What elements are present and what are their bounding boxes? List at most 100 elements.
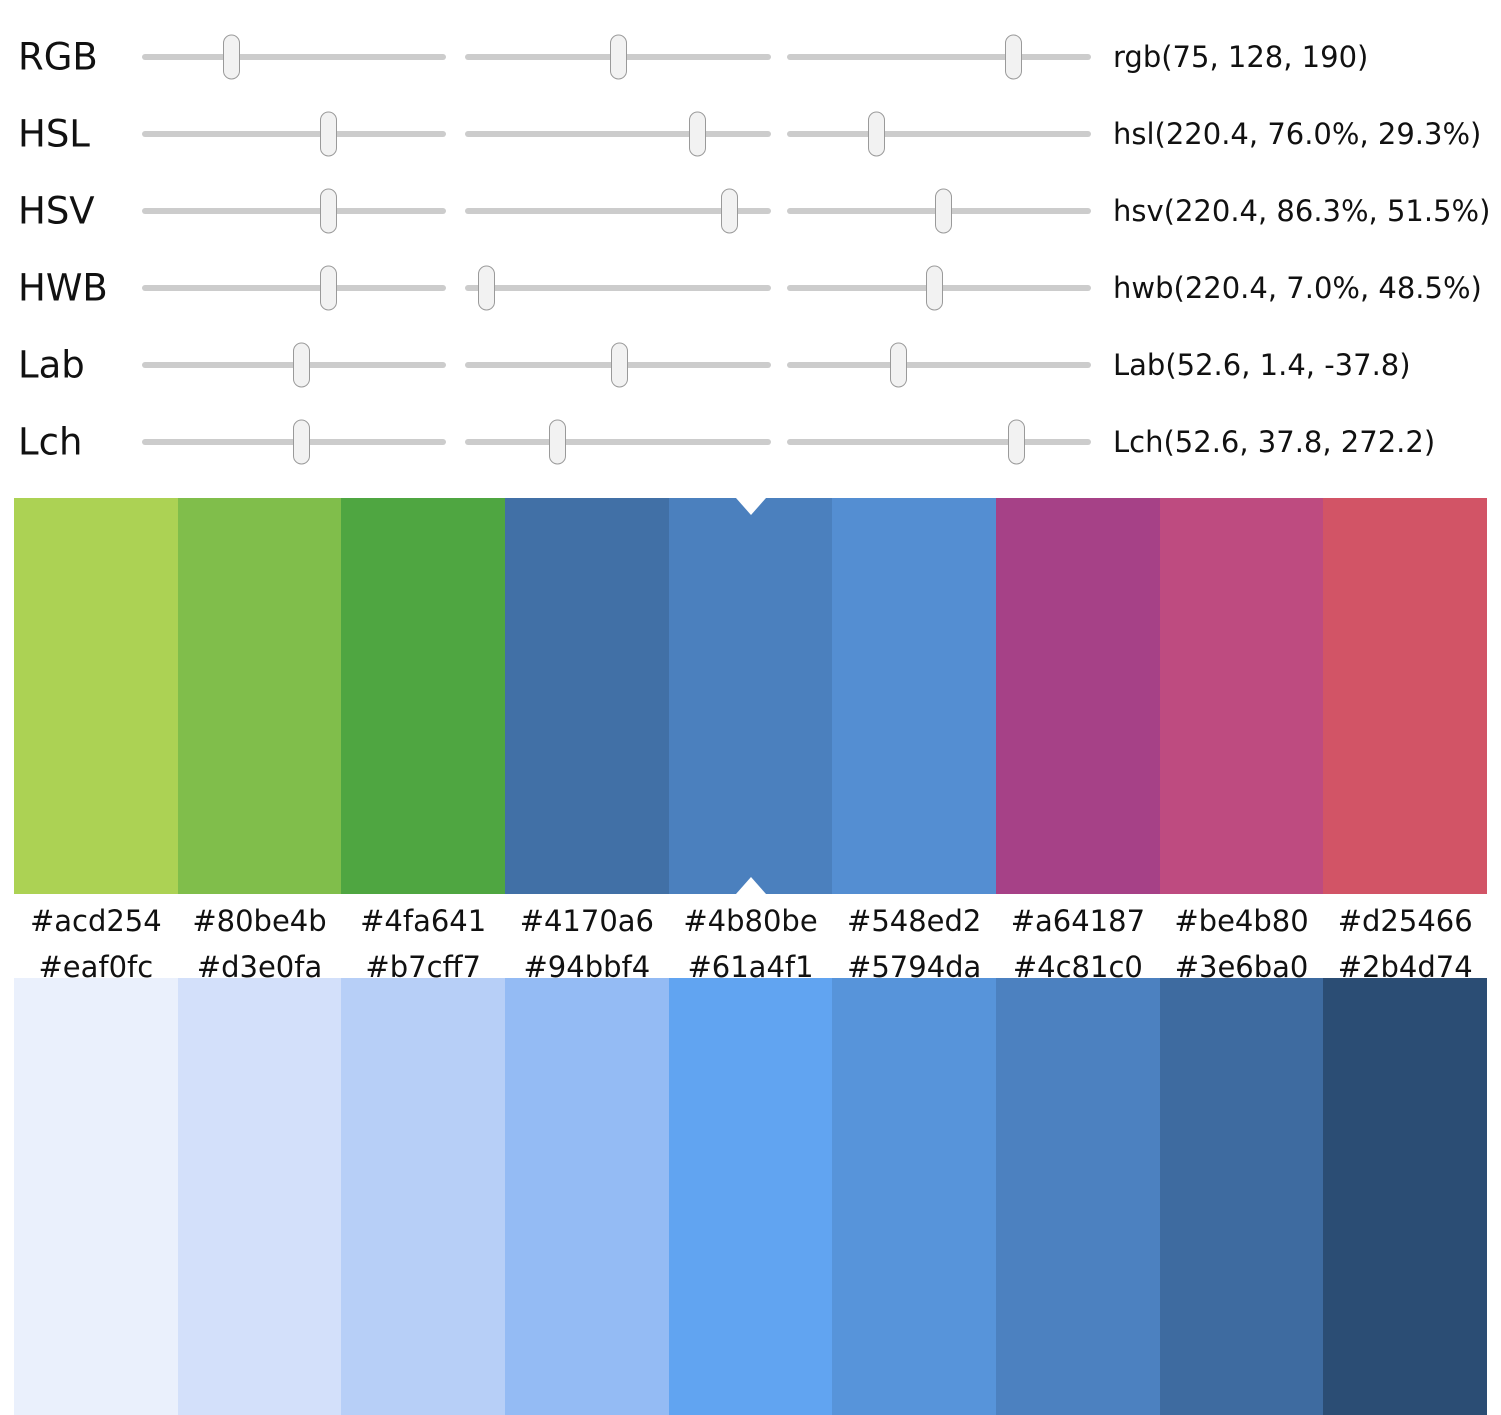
palette-shade-variants <box>14 978 1488 1415</box>
slider-lab-b[interactable] <box>787 341 1091 389</box>
slider-thumb[interactable] <box>610 342 628 388</box>
color-swatch[interactable] <box>996 498 1160 894</box>
hex-label: #4fa641 <box>360 904 487 938</box>
slider-row-label: HWB <box>18 266 108 310</box>
slider-lab-lightness[interactable] <box>142 341 446 389</box>
slider-track[interactable] <box>142 131 446 137</box>
slider-row-label: RGB <box>18 35 98 79</box>
color-swatch[interactable] <box>1323 978 1488 1415</box>
color-swatch[interactable] <box>1159 498 1324 894</box>
slider-hwb-hue[interactable] <box>142 264 446 312</box>
color-value-text: hsl(220.4, 76.0%, 29.3%) <box>1113 117 1482 151</box>
color-swatch[interactable] <box>832 498 997 894</box>
color-swatch[interactable] <box>177 978 342 1415</box>
slider-lch-lightness[interactable] <box>142 418 446 466</box>
slider-row-label: HSL <box>18 112 90 156</box>
slider-row-label: Lab <box>18 343 85 387</box>
slider-hwb-whiteness[interactable] <box>465 264 771 312</box>
color-swatch[interactable] <box>1323 498 1488 894</box>
slider-thumb[interactable] <box>319 188 337 234</box>
slider-thumb[interactable] <box>477 265 495 311</box>
slider-thumb[interactable] <box>319 265 337 311</box>
color-model-sliders: RGB rgb(75, 128, 190) HSL hsl(220.4, 76.0%,… <box>0 0 1501 490</box>
slider-thumb[interactable] <box>935 188 953 234</box>
slider-hsl-lightness[interactable] <box>787 110 1091 158</box>
slider-lch-chroma[interactable] <box>465 418 771 466</box>
color-value-text: hsv(220.4, 86.3%, 51.5%) <box>1113 194 1491 228</box>
slider-track[interactable] <box>142 285 446 291</box>
hex-label: #548ed2 <box>847 904 982 938</box>
palette-hue-variants <box>14 498 1488 894</box>
slider-track[interactable] <box>142 54 446 60</box>
hex-label: #4170a6 <box>519 904 655 938</box>
slider-row-rgb: RGB rgb(75, 128, 190) <box>0 18 1501 96</box>
slider-hsl-hue[interactable] <box>142 110 446 158</box>
slider-track[interactable] <box>465 208 771 214</box>
slider-row-lch: Lch Lch(52.6, 37.8, 272.2) <box>0 403 1501 481</box>
slider-rgb-red[interactable] <box>142 33 446 81</box>
slider-thumb[interactable] <box>319 111 337 157</box>
slider-thumb[interactable] <box>689 111 707 157</box>
color-swatch[interactable] <box>505 978 669 1415</box>
slider-track[interactable] <box>142 208 446 214</box>
hex-label: #80be4b <box>192 904 327 938</box>
hex-labels-hue-variants: #acd254 #80be4b #4fa641 #4170a6 #4b80be #548e… <box>14 900 1487 942</box>
slider-track[interactable] <box>787 362 1091 368</box>
slider-thumb[interactable] <box>1004 34 1022 80</box>
color-swatch[interactable] <box>1159 978 1324 1415</box>
hex-label: #d25466 <box>1337 904 1473 938</box>
selected-marker-down-icon <box>735 498 766 515</box>
slider-thumb[interactable] <box>867 111 885 157</box>
slider-rgb-green[interactable] <box>465 33 771 81</box>
hex-label: #be4b80 <box>1174 904 1309 938</box>
hex-label: #4b80be <box>683 904 818 938</box>
color-value-text: Lch(52.6, 37.8, 272.2) <box>1113 425 1436 459</box>
slider-lab-a[interactable] <box>465 341 771 389</box>
slider-track[interactable] <box>465 131 771 137</box>
color-value-text: rgb(75, 128, 190) <box>1113 40 1369 74</box>
slider-thumb[interactable] <box>293 342 311 388</box>
color-swatch[interactable] <box>668 978 833 1415</box>
color-swatch[interactable] <box>505 498 669 894</box>
slider-thumb[interactable] <box>222 34 240 80</box>
slider-row-lab: Lab Lab(52.6, 1.4, -37.8) <box>0 326 1501 404</box>
selected-marker-up-icon <box>735 877 766 894</box>
slider-thumb[interactable] <box>293 419 311 465</box>
color-value-text: Lab(52.6, 1.4, -37.8) <box>1113 348 1411 382</box>
slider-row-hsl: HSL hsl(220.4, 76.0%, 29.3%) <box>0 95 1501 173</box>
slider-hsv-value[interactable] <box>787 187 1091 235</box>
slider-thumb[interactable] <box>889 342 907 388</box>
hex-label: #acd254 <box>29 904 162 938</box>
slider-track[interactable] <box>787 131 1091 137</box>
slider-hsv-saturation[interactable] <box>465 187 771 235</box>
slider-rgb-blue[interactable] <box>787 33 1091 81</box>
color-swatch[interactable] <box>14 978 178 1415</box>
slider-row-label: Lch <box>18 420 83 464</box>
color-value-text: hwb(220.4, 7.0%, 48.5%) <box>1113 271 1482 305</box>
color-swatch[interactable] <box>14 498 178 894</box>
color-swatch[interactable] <box>668 498 833 894</box>
slider-thumb[interactable] <box>1008 419 1026 465</box>
slider-row-hwb: HWB hwb(220.4, 7.0%, 48.5%) <box>0 249 1501 327</box>
slider-row-label: HSV <box>18 189 95 233</box>
slider-track[interactable] <box>787 54 1091 60</box>
color-swatch[interactable] <box>996 978 1160 1415</box>
slider-thumb[interactable] <box>925 265 943 311</box>
slider-hwb-blackness[interactable] <box>787 264 1091 312</box>
slider-thumb[interactable] <box>610 34 628 80</box>
slider-thumb[interactable] <box>549 419 567 465</box>
hex-label: #a64187 <box>1010 904 1146 938</box>
color-swatch[interactable] <box>177 498 342 894</box>
color-swatch[interactable] <box>341 498 506 894</box>
slider-track[interactable] <box>465 439 771 445</box>
color-swatch[interactable] <box>832 978 997 1415</box>
slider-track[interactable] <box>787 439 1091 445</box>
slider-hsv-hue[interactable] <box>142 187 446 235</box>
slider-track[interactable] <box>465 285 771 291</box>
slider-row-hsv: HSV hsv(220.4, 86.3%, 51.5%) <box>0 172 1501 250</box>
slider-lch-hue[interactable] <box>787 418 1091 466</box>
slider-thumb[interactable] <box>720 188 738 234</box>
slider-hsl-saturation[interactable] <box>465 110 771 158</box>
color-swatch[interactable] <box>341 978 506 1415</box>
